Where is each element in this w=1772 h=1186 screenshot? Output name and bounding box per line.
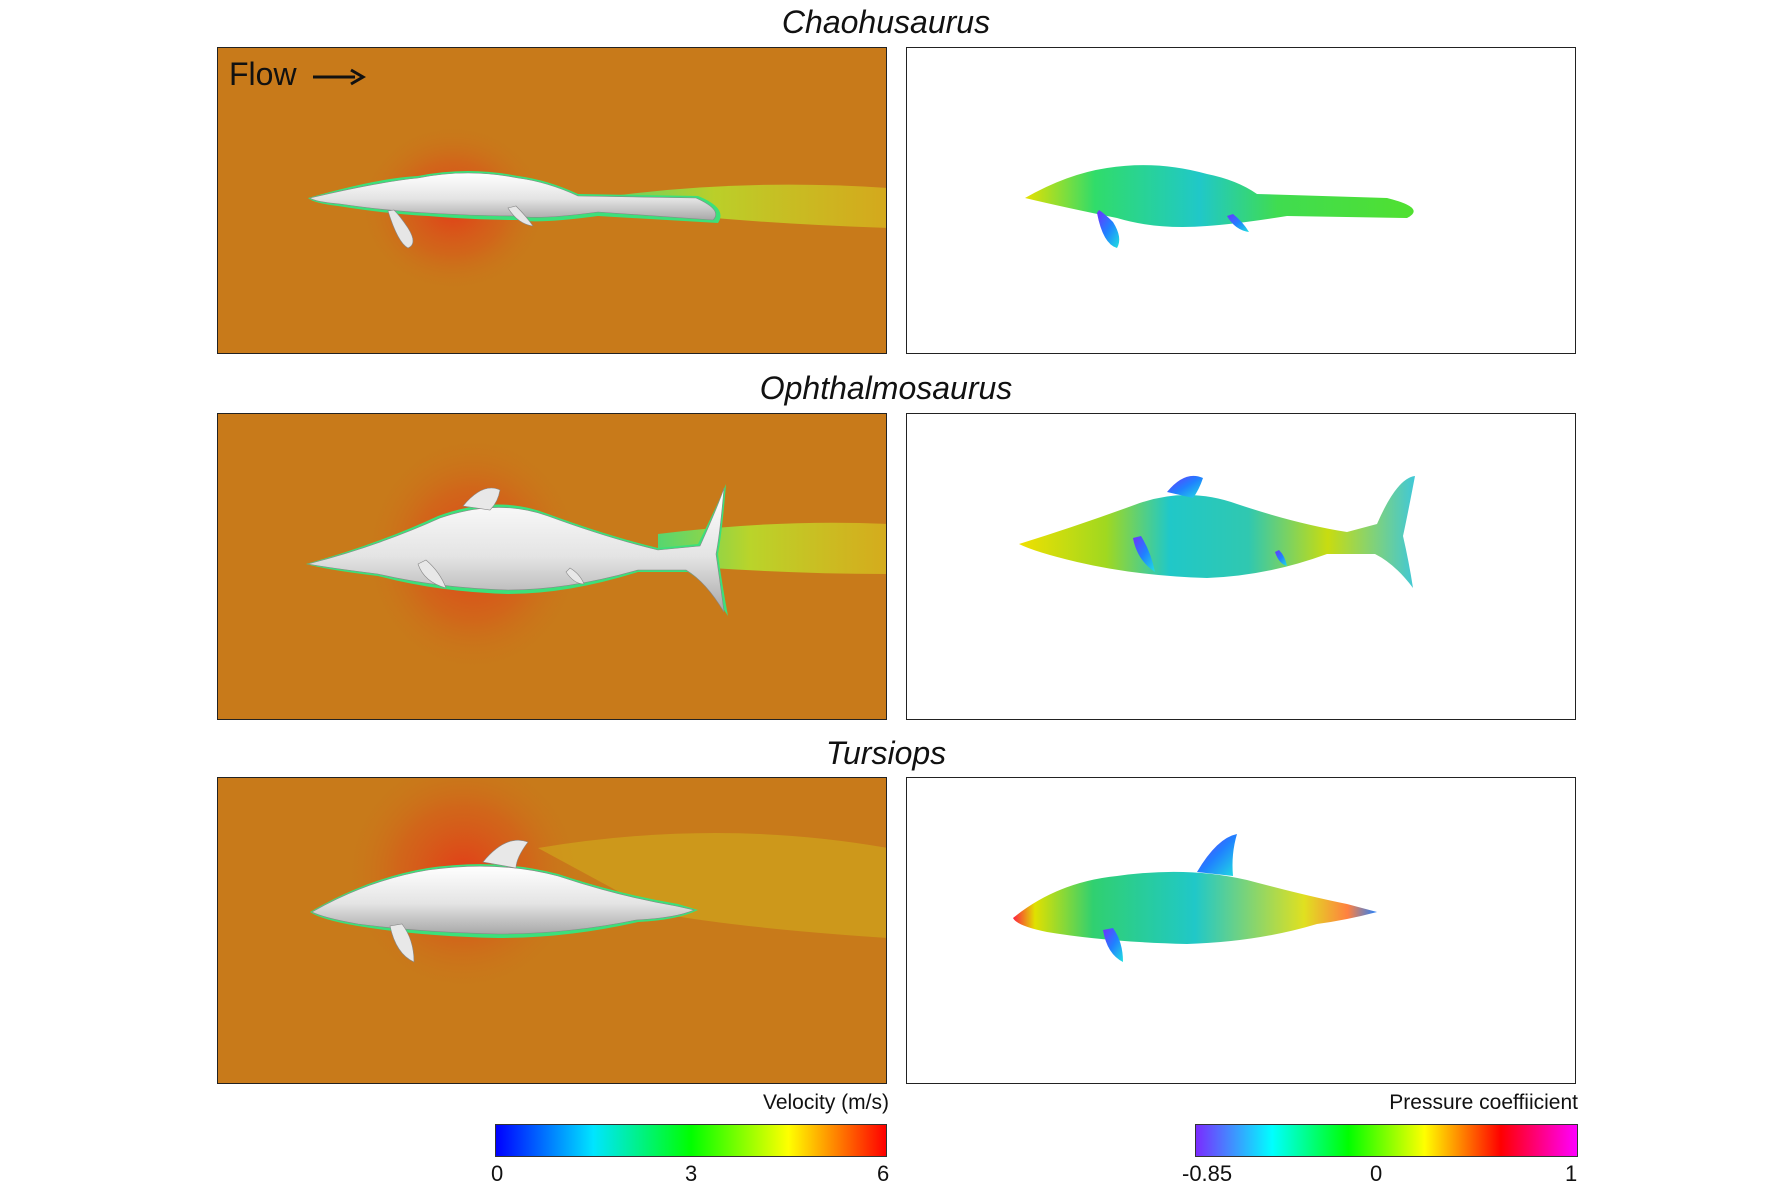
velocity-tick-min: 0	[491, 1161, 504, 1186]
ophthalmosaurus-body	[307, 487, 725, 613]
chaohusaurus-front-flipper	[387, 209, 414, 249]
chaohusaurus-pressure-hind-flipper	[1227, 214, 1249, 232]
wake-region	[598, 184, 886, 228]
panel-title-tursiops: Tursiops	[825, 735, 947, 771]
velocity-panel-ophthalmosaurus	[217, 413, 887, 720]
chaohusaurus-pressure-body	[1025, 165, 1414, 227]
pressure-colorbar-title: Pressure coeffiicient	[1389, 1091, 1578, 1114]
pressure-panel-tursiops	[906, 777, 1576, 1084]
right-arrow-icon	[313, 68, 367, 85]
chaohusaurus-pressure-front-flipper	[1097, 210, 1120, 248]
ophthalmosaurus-pressure-front-flipper	[1133, 536, 1155, 572]
pressure-tick-mid: 0	[1370, 1161, 1383, 1186]
ophthalmosaurus-pressure-dorsal-fin	[1167, 475, 1203, 498]
ophthalmosaurus-pressure-body	[1019, 476, 1415, 588]
tursiops-dorsal-fin	[482, 839, 529, 869]
velocity-tick-max: 6	[877, 1161, 890, 1186]
ophthalmosaurus-front-flipper	[417, 559, 447, 589]
velocity-colorbar	[495, 1124, 887, 1157]
flow-label-text: Flow	[229, 56, 297, 92]
pressure-colorbar	[1195, 1124, 1578, 1157]
chaohusaurus-body	[309, 172, 716, 221]
wake-region	[538, 833, 886, 938]
ophthalmosaurus-hind-flipper	[565, 567, 585, 585]
velocity-panel-tursiops	[217, 777, 887, 1084]
tursiops-pressure-body	[1013, 871, 1377, 944]
pressure-panel-chaohusaurus	[906, 47, 1576, 354]
ophthalmosaurus-pressure-hind-flipper	[1275, 550, 1287, 566]
velocity-tick-mid: 3	[685, 1161, 698, 1186]
tursiops-pectoral-flipper	[389, 923, 415, 963]
panel-title-ophthalmosaurus: Ophthalmosaurus	[759, 370, 1013, 406]
flow-direction-label: Flow	[229, 54, 367, 94]
pressure-tick-min: -0.85	[1182, 1161, 1233, 1186]
panel-title-chaohusaurus: Chaohusaurus	[781, 4, 991, 40]
tursiops-pressure-dorsal-fin	[1197, 834, 1237, 876]
pressure-panel-ophthalmosaurus	[906, 413, 1576, 720]
ophthalmosaurus-dorsal-fin	[462, 487, 501, 511]
velocity-panel-chaohusaurus: Flow	[217, 47, 887, 354]
velocity-colorbar-title: Velocity (m/s)	[762, 1091, 889, 1114]
pressure-tick-max: 1	[1565, 1161, 1578, 1186]
chaohusaurus-hind-flipper	[507, 205, 534, 227]
tursiops-pressure-pectoral-flipper	[1103, 928, 1123, 962]
